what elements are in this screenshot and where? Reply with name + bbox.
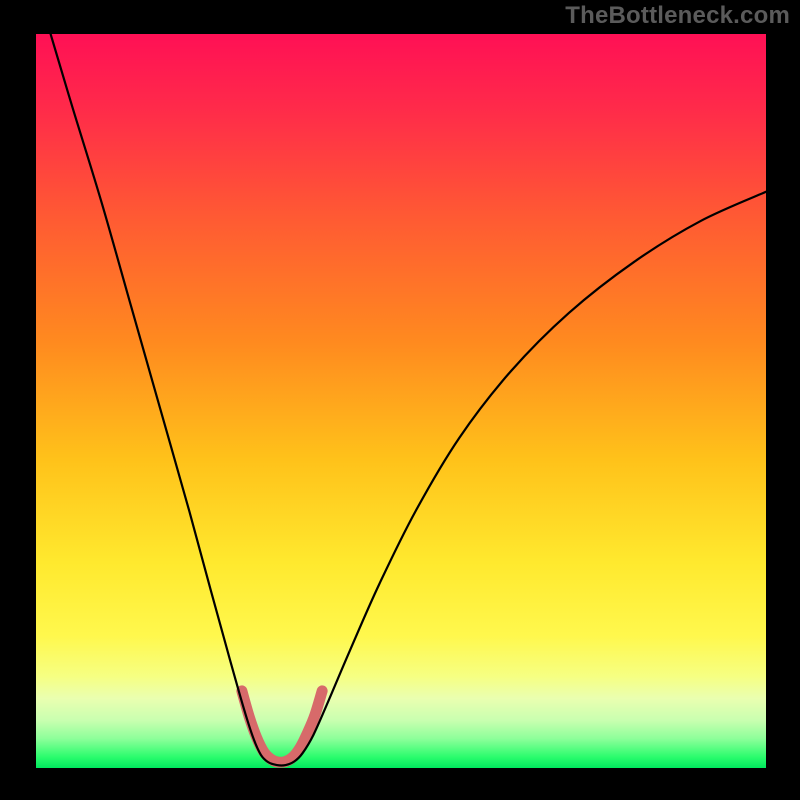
chart-frame: TheBottleneck.com: [0, 0, 800, 800]
gradient-background: [36, 34, 766, 768]
plot-area: [36, 34, 766, 768]
watermark-text: TheBottleneck.com: [565, 2, 790, 30]
plot-svg: [36, 34, 766, 768]
